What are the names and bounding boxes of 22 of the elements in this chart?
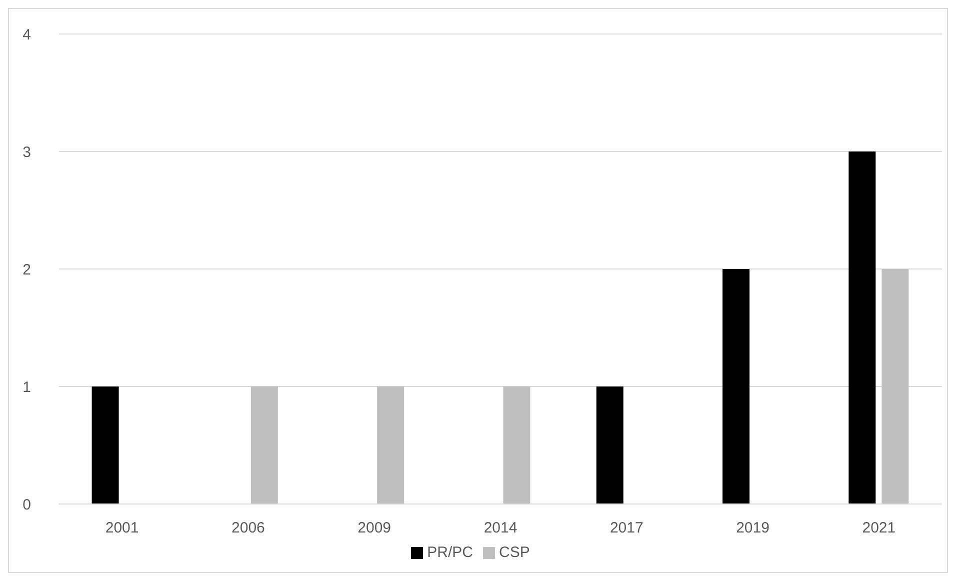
bar (722, 269, 750, 504)
y-tick-label: 1 (22, 378, 31, 396)
bar (503, 386, 530, 504)
bar (882, 269, 909, 504)
x-tick-label: 2017 (610, 520, 644, 537)
bar (377, 386, 404, 504)
bar (250, 386, 278, 504)
x-tick-label: 2019 (736, 520, 770, 537)
legend-label: CSP (499, 544, 530, 561)
bar (596, 386, 624, 504)
legend-label: PR/PC (427, 544, 473, 561)
y-tick-label: 4 (22, 26, 31, 44)
x-tick-label: 2009 (358, 520, 392, 537)
y-tick-label: 2 (22, 261, 31, 278)
x-tick-label: 2021 (862, 520, 896, 537)
x-tick-label: 2006 (232, 520, 265, 537)
bar (92, 386, 119, 504)
y-tick-label: 0 (22, 496, 31, 514)
x-tick-label: 2014 (484, 520, 518, 537)
bar (848, 152, 876, 504)
y-tick-label: 3 (22, 144, 31, 161)
x-tick-label: 2001 (105, 520, 139, 537)
